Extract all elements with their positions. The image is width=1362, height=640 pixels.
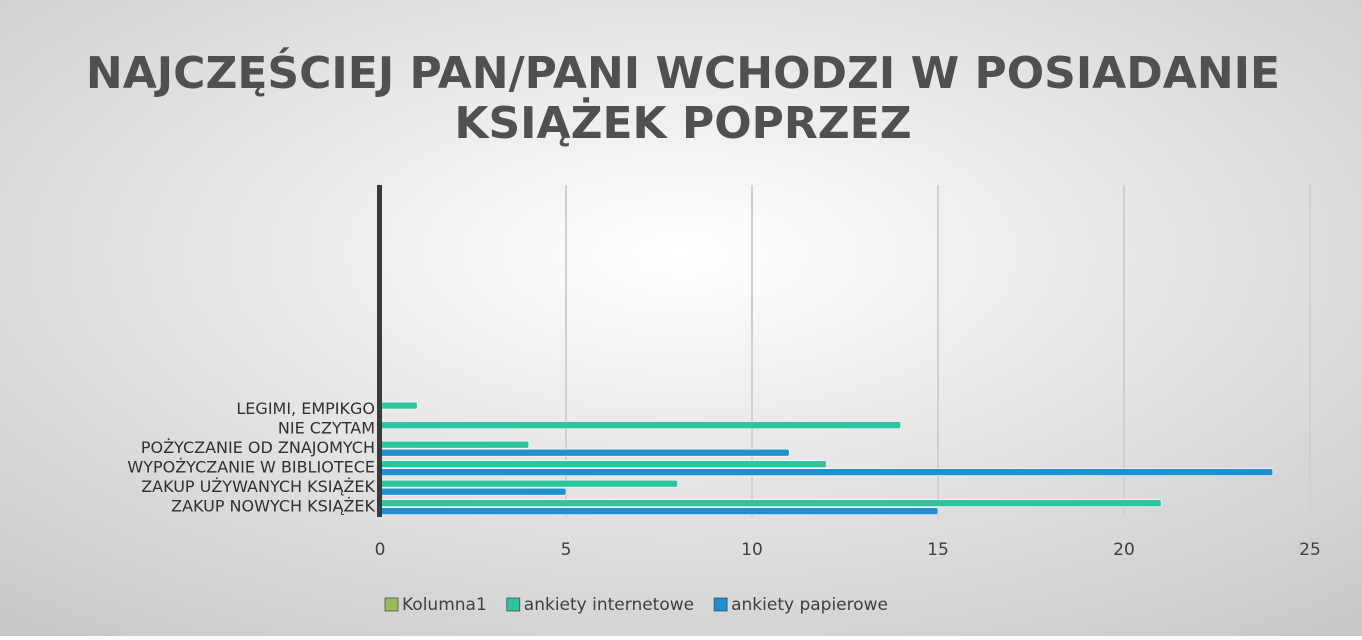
x-tick-label: 20	[1113, 540, 1135, 560]
legend-swatch	[713, 597, 728, 612]
bar	[379, 499, 1162, 508]
bar	[379, 460, 827, 468]
legend-swatch	[384, 597, 399, 612]
legend-label: ankiety papierowe	[731, 595, 888, 615]
bar	[379, 468, 1274, 476]
legend-label: ankiety internetowe	[524, 595, 694, 615]
y-tick-label: ZAKUP NOWYCH KSIĄŻEK	[171, 497, 375, 516]
x-tick-label: 25	[1299, 540, 1321, 560]
y-tick-label: WYPOŻYCZANIE W BIBLIOTECE	[127, 458, 375, 477]
bar	[379, 448, 790, 457]
y-tick-label: NIE CZYTAM	[278, 419, 375, 438]
legend-swatch	[506, 597, 521, 612]
x-tick-label: 15	[927, 540, 949, 560]
bar	[379, 487, 567, 496]
chart-title: NAJCZĘŚCIEJ PAN/PANI WCHODZI W POSIADANI…	[86, 46, 1280, 99]
x-tick-label: 10	[741, 540, 763, 560]
y-axis	[377, 185, 382, 517]
legend-label: Kolumna1	[402, 595, 487, 615]
y-tick-label: POŻYCZANIE OD ZNAJOMYCH	[141, 438, 375, 457]
chart-title: KSIĄŻEK POPRZEZ	[454, 96, 911, 149]
x-tick-label: 0	[375, 540, 386, 560]
y-tick-label: ZAKUP UŻYWANYCH KSIĄŻEK	[141, 477, 375, 496]
bar	[379, 479, 678, 488]
bar	[379, 440, 530, 449]
bar	[379, 507, 939, 516]
y-tick-label: LEGIMI, EMPIKGO	[236, 399, 375, 418]
x-tick-label: 5	[561, 540, 572, 560]
bar	[379, 401, 418, 410]
bar	[379, 421, 902, 429]
